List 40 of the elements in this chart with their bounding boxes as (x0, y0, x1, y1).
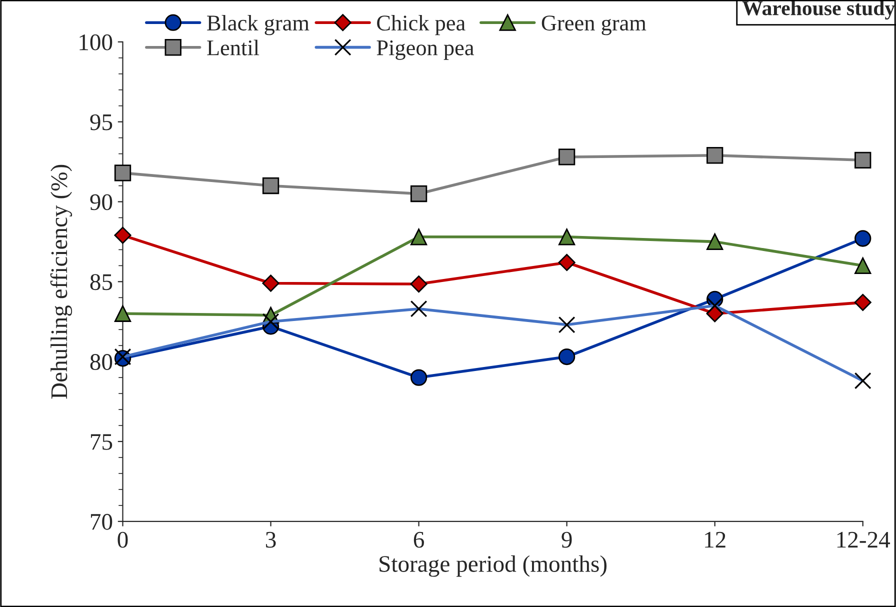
y-tick-label: 95 (90, 114, 112, 130)
x-tick-label: 9 (562, 532, 572, 548)
y-tick-label: 85 (90, 274, 112, 290)
point (558, 348, 576, 366)
point (706, 233, 724, 250)
point (114, 226, 132, 244)
point (706, 147, 724, 164)
point (854, 294, 872, 311)
point (558, 228, 576, 246)
point (854, 230, 872, 247)
y-tick-label: 70 (90, 514, 112, 530)
y-tick-label: 100 (80, 34, 112, 50)
legend-label: Pigeon pea (376, 40, 474, 60)
y-axis-title: Dehulling efficiency (%) (50, 164, 72, 399)
x-axis-title: Storage period (months) (380, 555, 607, 577)
legend-label: Lentil (207, 40, 260, 56)
x-tick-label: 3 (266, 532, 276, 548)
point (558, 254, 576, 272)
point (854, 257, 872, 274)
x-tick-label: 0 (118, 532, 128, 548)
point (410, 369, 428, 386)
point (410, 275, 428, 293)
point (410, 185, 428, 202)
y-tick-label: 90 (90, 194, 112, 210)
legend-label: Green gram (542, 16, 646, 36)
y-tick-label: 80 (90, 354, 112, 370)
point (262, 274, 280, 292)
point (114, 305, 132, 322)
legend-label: Black gram (207, 14, 310, 36)
point (854, 152, 872, 168)
point (558, 148, 576, 166)
x-tick-label: 12-24 (837, 532, 890, 548)
x-tick-label: 12 (705, 532, 726, 548)
text: Warehouse study (742, 0, 895, 20)
y-tick-label: 75 (90, 434, 112, 450)
point (410, 228, 428, 246)
point (262, 177, 280, 194)
x-tick-label: 6 (414, 532, 424, 548)
point (114, 164, 132, 182)
legend-label: Chick pea (377, 14, 466, 36)
